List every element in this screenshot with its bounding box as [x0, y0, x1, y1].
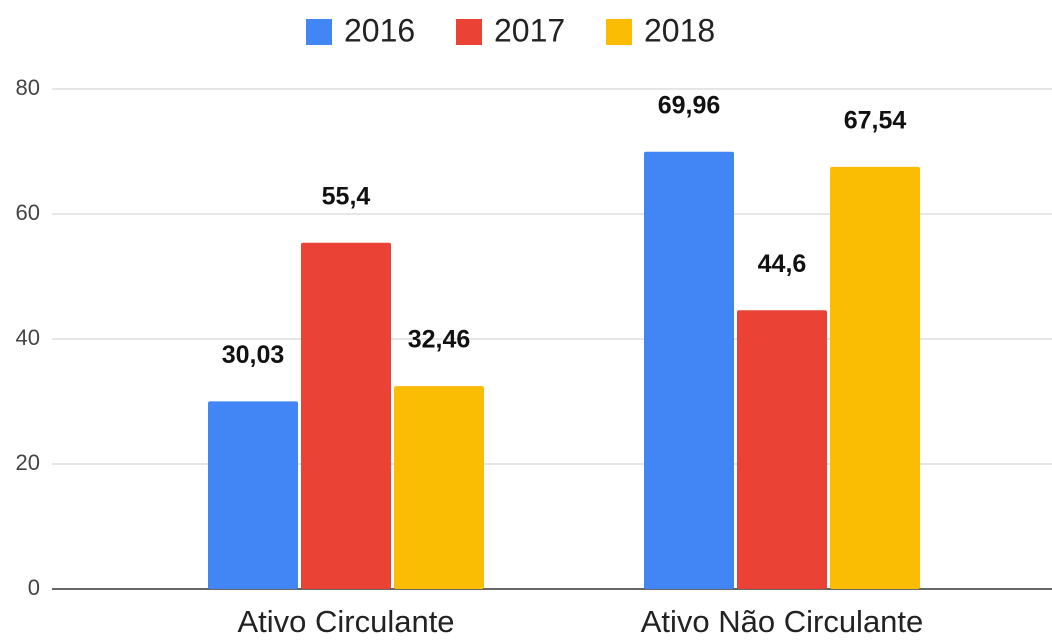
bar: [830, 166, 920, 589]
data-label: 55,4: [322, 182, 371, 210]
legend-swatch: [606, 19, 632, 45]
data-label: 30,03: [222, 341, 285, 369]
data-label: 32,46: [408, 326, 471, 354]
x-tick-label: Ativo Não Circulante: [641, 604, 924, 639]
legend-label: 2017: [494, 12, 565, 48]
y-tick-label: 0: [28, 575, 40, 600]
bar: [394, 386, 484, 589]
y-tick-label: 80: [16, 75, 40, 100]
data-label: 69,96: [658, 91, 721, 119]
bar: [301, 242, 391, 589]
bar: [644, 151, 734, 589]
legend-label: 2016: [344, 12, 415, 48]
legend-label: 2018: [644, 12, 715, 48]
x-tick-label: Ativo Circulante: [237, 604, 454, 639]
legend-swatch: [456, 19, 482, 45]
bar: [737, 310, 827, 589]
y-tick-label: 60: [16, 200, 40, 225]
legend-swatch: [306, 19, 332, 45]
bar: [208, 401, 298, 589]
data-label: 67,54: [844, 106, 907, 134]
y-tick-label: 20: [16, 450, 40, 475]
y-tick-label: 40: [16, 325, 40, 350]
data-label: 44,6: [758, 250, 807, 278]
